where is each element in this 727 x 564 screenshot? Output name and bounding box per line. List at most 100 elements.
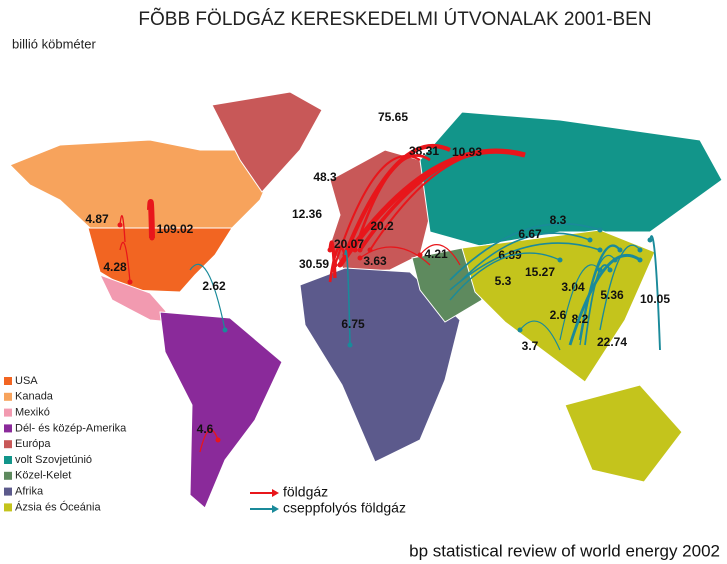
legend-arrowhead <box>272 489 279 497</box>
flow-arrow <box>328 240 337 279</box>
flow-end <box>215 437 221 443</box>
flow-label: 6.75 <box>341 317 365 331</box>
flow-arrow <box>199 429 219 453</box>
gronland <box>211 91 323 193</box>
flow-label: 10.93 <box>452 145 482 159</box>
legend-label: Ázsia és Óceánia <box>15 500 101 513</box>
legend-swatch <box>4 487 12 496</box>
legend: USA Kanada Mexikó Dél- és közép-Amerika Euró… <box>4 375 406 516</box>
flow-arrow <box>419 244 461 266</box>
flow-label: 5.36 <box>600 288 624 302</box>
del-amerika <box>159 311 283 509</box>
flow-end <box>357 255 363 261</box>
legend-arrowhead <box>272 505 279 513</box>
flow-arrow <box>328 245 347 283</box>
flow-end <box>327 247 333 253</box>
legend-label: Európa <box>15 438 51 450</box>
flow-end <box>517 327 523 333</box>
flow-arrow <box>449 242 601 291</box>
flow-label: 20.07 <box>334 237 364 251</box>
volt-szovjetunio <box>419 111 723 247</box>
flow-end <box>607 267 613 273</box>
flow-label: 8.3 <box>550 213 567 227</box>
flow-end <box>597 247 603 253</box>
legend-label: volt Szovjetúnió <box>15 454 92 466</box>
ausztralia <box>564 384 683 483</box>
legend-label: Afrika <box>15 486 44 498</box>
flow-arrow <box>353 154 431 251</box>
flow-end <box>347 342 353 348</box>
flow-end <box>637 247 643 253</box>
flow-label: 75.65 <box>378 110 408 124</box>
flow-end <box>617 247 623 253</box>
flow-arrow <box>369 149 526 251</box>
flow-end <box>557 257 563 263</box>
flow-end <box>127 279 133 285</box>
legend-label: földgáz <box>283 484 328 500</box>
flow-label: 12.36 <box>292 207 322 221</box>
flow-arrow <box>344 249 351 346</box>
flow-label: 6.67 <box>518 227 542 241</box>
flow-end <box>587 237 593 243</box>
flow-label: 3.04 <box>561 280 585 294</box>
kanada <box>9 139 276 231</box>
flow-arrow <box>449 252 561 301</box>
flow-label: 2.6 <box>550 308 567 322</box>
flow-end <box>357 247 363 253</box>
flow-end <box>597 227 603 233</box>
flow-arrow <box>579 254 616 346</box>
flow-label: 4.21 <box>424 247 448 261</box>
flow-label: 3.7 <box>522 339 539 353</box>
flow-label: 15.27 <box>525 265 555 279</box>
legend-label: Kanada <box>15 391 54 403</box>
flow-end <box>637 257 643 263</box>
flow-arrow <box>119 215 126 243</box>
flow-end <box>417 252 423 258</box>
title: FÕBB FÖLDGÁZ KERESKEDELMI ÚTVONALAK 2001… <box>138 8 651 30</box>
flow-end <box>337 262 343 268</box>
legend-swatch <box>4 377 12 385</box>
flow-label: 4.6 <box>197 422 214 436</box>
flow-label: 48.3 <box>313 170 337 184</box>
source: bp statistical review of world energy 20… <box>409 541 720 560</box>
flow-arrow <box>459 232 591 283</box>
flow-end <box>647 237 653 243</box>
flow-arrow <box>519 320 561 351</box>
legend-swatch <box>4 424 12 433</box>
flow-label: 5.3 <box>495 274 512 288</box>
flow-arrow <box>649 235 661 351</box>
legend-swatch <box>4 440 12 449</box>
flow-label: 4.28 <box>103 260 127 274</box>
flow-label: 10.05 <box>640 292 670 306</box>
flow-arrow <box>189 263 226 331</box>
flow-arrow <box>359 246 431 266</box>
legend-swatch <box>4 408 12 417</box>
legend-swatch <box>4 503 12 512</box>
flow-arrow <box>119 241 131 283</box>
legend-swatch <box>4 456 12 464</box>
flow-label: 2.62 <box>202 279 226 293</box>
legend-label: Mexikó <box>15 407 50 419</box>
flow-end <box>352 247 358 253</box>
flow-label: 22.74 <box>597 335 627 349</box>
flow-label: 30.59 <box>299 257 329 271</box>
flow-end <box>117 222 123 228</box>
legend-swatch <box>4 392 12 401</box>
flow-label: 4.87 <box>85 212 109 226</box>
afrika <box>299 267 461 463</box>
flow-arrow <box>449 223 601 281</box>
flow-end <box>149 235 155 241</box>
flow-label: 20.2 <box>370 219 394 233</box>
legend-label: Dél- és közép-Amerika <box>15 422 127 434</box>
flow-arrow <box>147 199 155 239</box>
legend-swatch <box>4 471 12 480</box>
azsia <box>461 229 656 383</box>
flow-arrow <box>559 264 601 341</box>
flow-label: 109.02 <box>157 222 194 236</box>
legend-label: USA <box>15 375 38 387</box>
flow-label: 3.63 <box>363 254 387 268</box>
flow-arrow <box>568 253 641 346</box>
legend-label: cseppfolyós földgáz <box>283 500 406 516</box>
